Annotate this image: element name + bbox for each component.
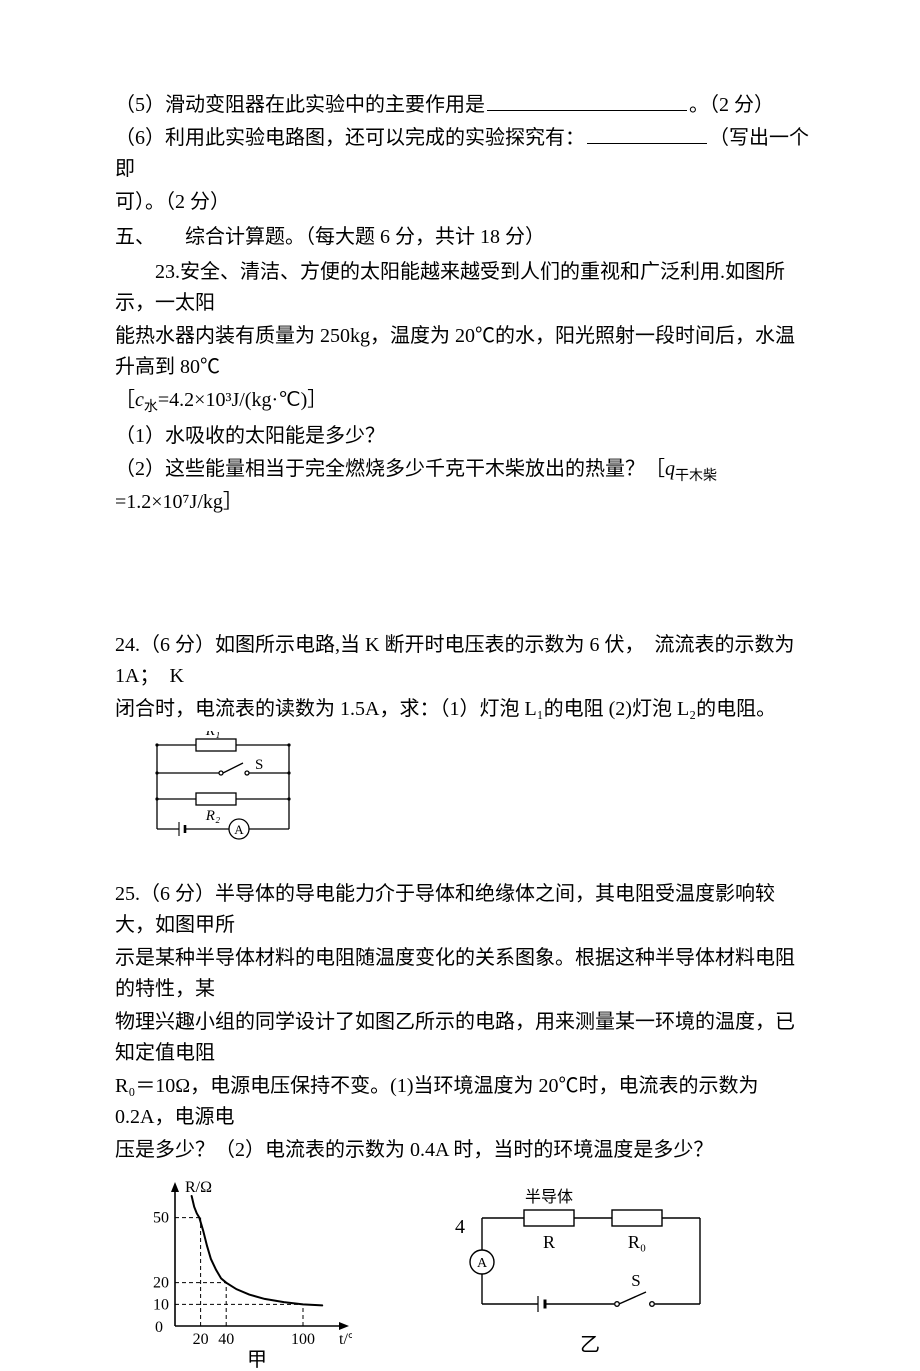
sub-1: （1）水吸收的太阳能是多少？ (115, 421, 810, 452)
sub-6-line2: 可）。（2 分） (115, 187, 810, 218)
question-25: 25.（6 分）半导体的导电能力介于导体和绝缘体之间，其电阻受温度影响较大，如图… (115, 879, 810, 1371)
text: 可）。（2 分） (115, 191, 230, 213)
svg-text:R/Ω: R/Ω (185, 1179, 212, 1196)
text: （5）滑动变阻器在此实验中的主要作用是 (115, 94, 485, 116)
graph-svg: 01020502040100R/Ωt/°C甲 (127, 1176, 352, 1371)
svg-text:t/°C: t/°C (339, 1331, 352, 1348)
text: （6）利用此实验电路图，还可以完成的实验探究有： (115, 127, 585, 149)
question-22-tail: （5）滑动变阻器在此实验中的主要作用是 。（2 分） （6）利用此实验电路图，还可… (115, 90, 810, 218)
line: 物理兴趣小组的同学设计了如图乙所示的电路，用来测量某一环境的温度，已知定值电阻 (115, 1007, 810, 1069)
spacer (115, 847, 810, 879)
line: 25.（6 分）半导体的导电能力介于导体和绝缘体之间，其电阻受温度影响较大，如图… (115, 879, 810, 941)
sub-2: （2）这些能量相当于完全燃烧多少千克干木柴放出的热量？［q干木柴 =1.2×10⁷… (115, 454, 810, 519)
sub-5: （5）滑动变阻器在此实验中的主要作用是 。（2 分） (115, 90, 810, 121)
section-5-heading: 五、 综合计算题。（每大题 6 分，共计 18 分） (115, 222, 810, 253)
svg-text:A: A (477, 1256, 488, 1271)
svg-text:甲: 甲 (247, 1349, 267, 1371)
var: c (135, 389, 144, 411)
svg-text:40: 40 (218, 1331, 234, 1348)
line: 23.安全、清洁、方便的太阳能越来越受到人们的重视和广泛利用.如图所示，一太阳 (115, 257, 810, 319)
text: ［ (115, 389, 135, 411)
svg-text:S: S (631, 1271, 640, 1290)
graph-25-jia: 01020502040100R/Ωt/°C甲 (127, 1176, 352, 1371)
sub-6-line1: （6）利用此实验电路图，还可以完成的实验探究有：（写出一个即 (115, 123, 810, 185)
fill-blank (587, 124, 707, 144)
svg-text:R₂: R₂ (205, 808, 220, 824)
line: 24.（6 分）如图所示电路,当 K 断开时电压表的示数为 6 伏， 流流表的示… (115, 630, 810, 692)
svg-text:A: A (234, 822, 244, 837)
svg-text:0: 0 (155, 1319, 163, 1336)
circuit-diagram-24: R₁ S R₂ A (143, 731, 810, 841)
subscript: 干木柴 (675, 469, 717, 484)
svg-text:半导体: 半导体 (525, 1188, 573, 1206)
spacer (115, 520, 810, 630)
svg-text:20: 20 (193, 1331, 209, 1348)
text: =1.2×10⁷J/kg］ (115, 491, 243, 513)
circuit-svg: R₁ S R₂ A (143, 731, 303, 841)
circuit-svg: RR₀半导体AS乙 (442, 1176, 722, 1371)
fill-blank (487, 91, 687, 111)
circuit-25-yi: RR₀半导体AS乙 (442, 1176, 722, 1371)
line: 闭合时，电流表的读数为 1.5A，求：（1）灯泡 L₁的电阻 (2)灯泡 L₂的… (115, 694, 810, 725)
line: 压是多少？（2）电流表的示数为 0.4A 时，当时的环境温度是多少？ (115, 1135, 810, 1166)
svg-text:100: 100 (291, 1331, 315, 1348)
diagram-row: 01020502040100R/Ωt/°C甲 RR₀半导体AS乙 (127, 1176, 810, 1371)
var: q (665, 458, 675, 480)
line: 能热水器内装有质量为 250kg，温度为 20℃的水，阳光照射一段时间后，水温升… (115, 321, 810, 383)
line: 示是某种半导体材料的电阻随温度变化的关系图象。根据这种半导体材料电阻的特性，某 (115, 943, 810, 1005)
svg-text:R₁: R₁ (205, 731, 220, 739)
page-number: 4 (0, 1212, 920, 1243)
svg-text:乙: 乙 (580, 1334, 600, 1356)
text: =4.2×10³J/(kg·℃)］ (158, 389, 327, 411)
question-23: 23.安全、清洁、方便的太阳能越来越受到人们的重视和广泛利用.如图所示，一太阳 … (115, 257, 810, 518)
svg-text:S: S (255, 757, 263, 773)
svg-text:20: 20 (153, 1275, 169, 1292)
question-24: 24.（6 分）如图所示电路,当 K 断开时电压表的示数为 6 伏， 流流表的示… (115, 630, 810, 841)
text: （2）这些能量相当于完全燃烧多少千克干木柴放出的热量？［ (115, 458, 665, 480)
line: R₀＝10Ω，电源电压保持不变。(1)当环境温度为 20℃时，电流表的示数为 0… (115, 1071, 810, 1133)
svg-text:10: 10 (153, 1297, 169, 1314)
subscript: 水 (144, 400, 158, 415)
line: ［c水=4.2×10³J/(kg·℃)］ (115, 385, 810, 419)
text: 。（2 分） (689, 94, 774, 116)
